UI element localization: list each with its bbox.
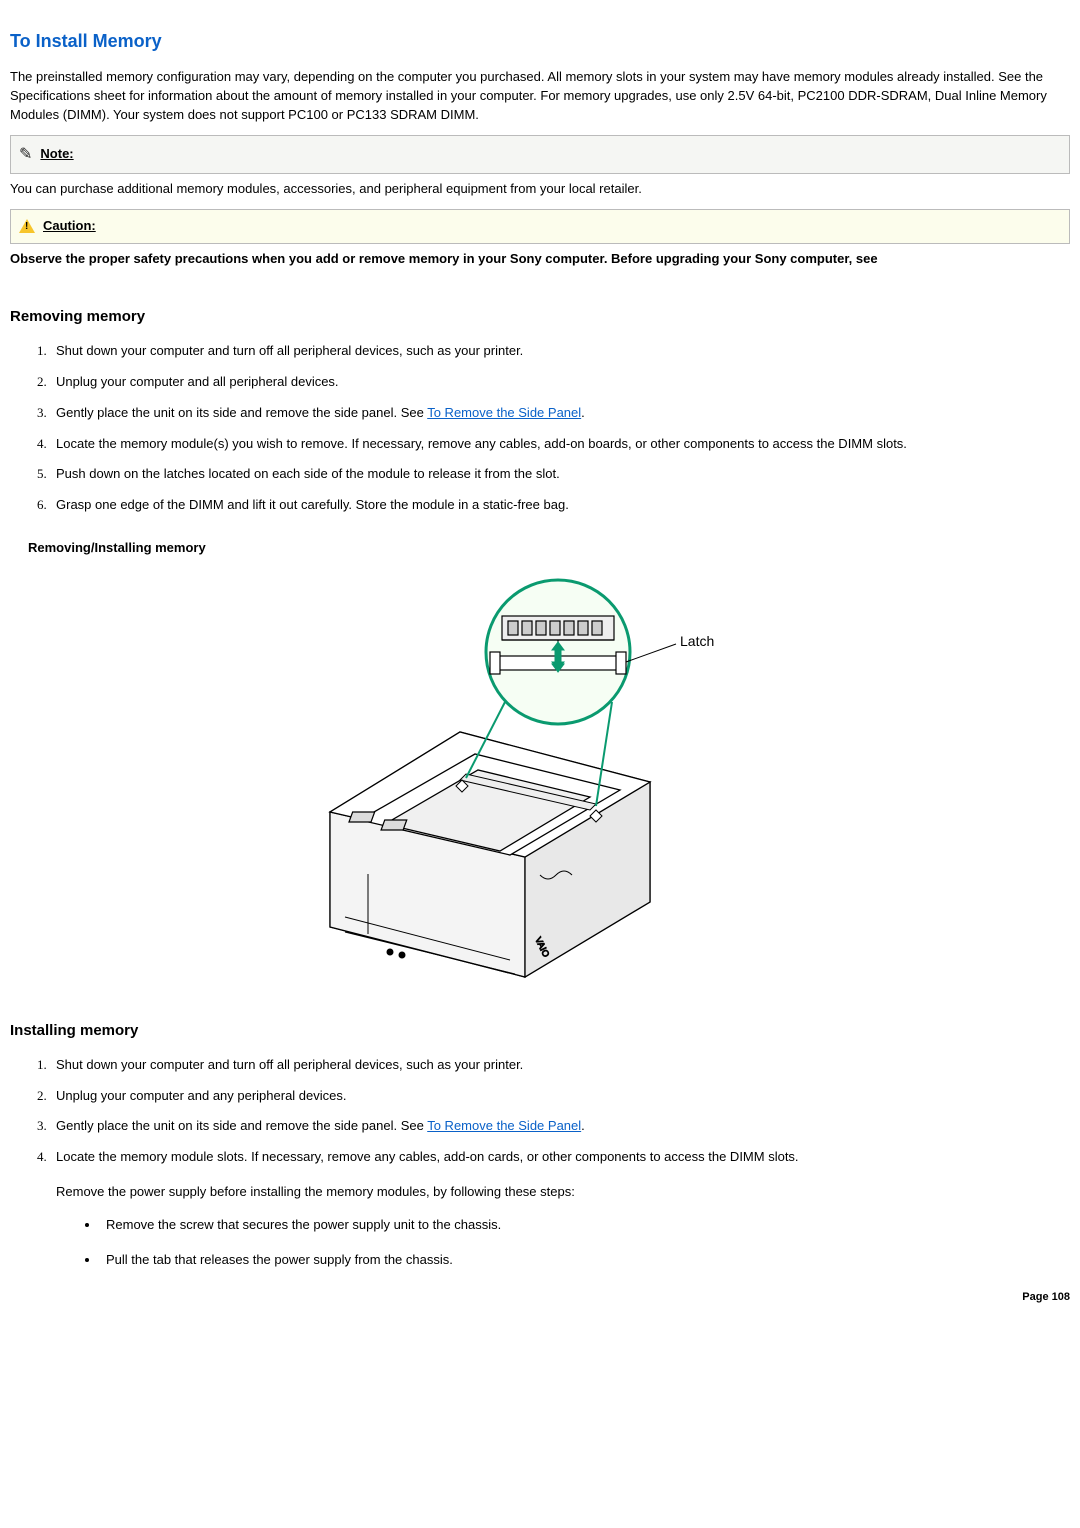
- step-text-post: .: [581, 405, 585, 420]
- list-item: Locate the memory module(s) you wish to …: [50, 429, 1070, 460]
- list-item: Unplug your computer and all peripheral …: [50, 367, 1070, 398]
- step-text-pre: Gently place the unit on its side and re…: [56, 405, 427, 420]
- list-item: Shut down your computer and turn off all…: [50, 336, 1070, 367]
- note-label: Note:: [40, 145, 73, 164]
- installing-heading: Installing memory: [10, 1020, 1070, 1042]
- page-title: To Install Memory: [10, 28, 1070, 54]
- memory-illustration: VAIO: [290, 572, 790, 992]
- step-text-post: .: [581, 1118, 585, 1133]
- list-item: Remove the screw that secures the power …: [100, 1208, 1070, 1243]
- figure-caption: Removing/Installing memory: [28, 539, 1070, 558]
- list-item: Pull the tab that releases the power sup…: [100, 1243, 1070, 1278]
- list-item: Gently place the unit on its side and re…: [50, 398, 1070, 429]
- figure: VAIO: [10, 572, 1070, 992]
- caution-callout: Caution:: [10, 209, 1070, 244]
- latch-label: Latch: [680, 633, 714, 649]
- caution-label: Caution:: [43, 217, 96, 236]
- note-body: You can purchase additional memory modul…: [10, 174, 1070, 209]
- remove-side-panel-link[interactable]: To Remove the Side Panel: [427, 1118, 581, 1133]
- caution-body: Observe the proper safety precautions wh…: [10, 244, 1070, 279]
- sub-steps: Remove the screw that secures the power …: [10, 1208, 1070, 1278]
- intro-paragraph: The preinstalled memory configuration ma…: [10, 68, 1070, 125]
- removing-steps: Shut down your computer and turn off all…: [10, 336, 1070, 521]
- page-number: Page 108: [10, 1290, 1070, 1306]
- list-item: Unplug your computer and any peripheral …: [50, 1081, 1070, 1112]
- remove-side-panel-link[interactable]: To Remove the Side Panel: [427, 405, 581, 420]
- sub-intro: Remove the power supply before installin…: [56, 1183, 1070, 1202]
- note-callout: ✎ Note:: [10, 135, 1070, 174]
- list-item: Grasp one edge of the DIMM and lift it o…: [50, 490, 1070, 521]
- warning-icon: [19, 219, 35, 233]
- list-item: Gently place the unit on its side and re…: [50, 1111, 1070, 1142]
- list-item: Push down on the latches located on each…: [50, 459, 1070, 490]
- step-text-pre: Gently place the unit on its side and re…: [56, 1118, 427, 1133]
- installing-steps: Shut down your computer and turn off all…: [10, 1050, 1070, 1173]
- removing-heading: Removing memory: [10, 306, 1070, 328]
- list-item: Locate the memory module slots. If neces…: [50, 1142, 1070, 1173]
- pencil-icon: ✎: [19, 143, 32, 166]
- list-item: Shut down your computer and turn off all…: [50, 1050, 1070, 1081]
